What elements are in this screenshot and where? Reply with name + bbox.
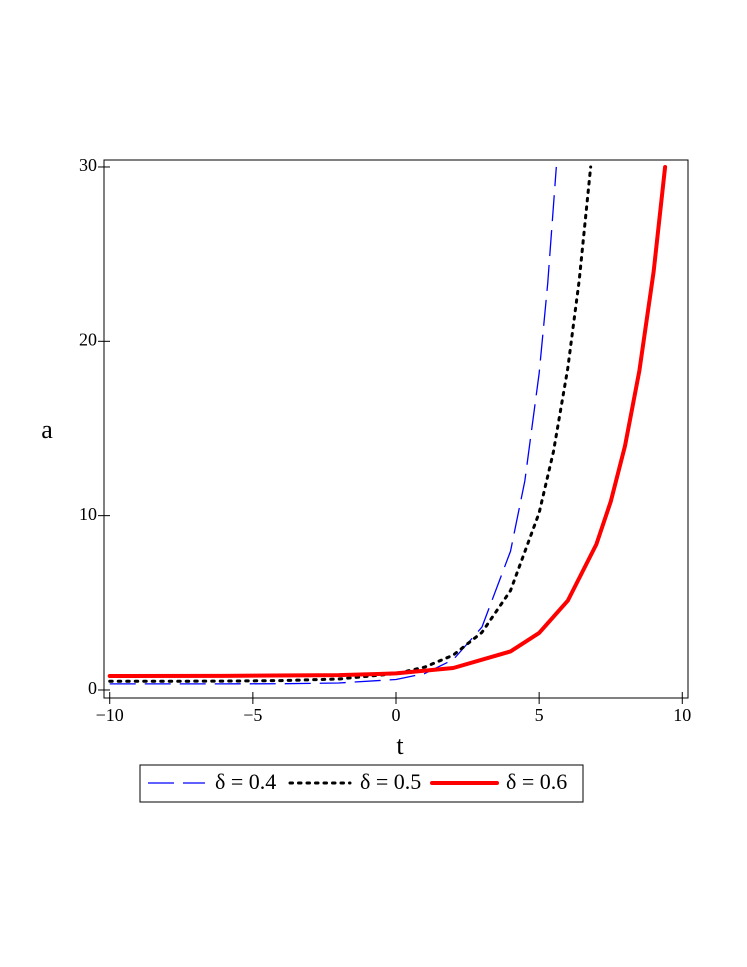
y-tick-label: 0 [88,678,97,698]
legend-label: δ = 0.4 [215,769,276,794]
y-tick-label: 20 [79,329,97,349]
curves [107,164,668,685]
y-tick-label: 30 [79,155,97,175]
curve [108,165,593,683]
x-axis-title: t [396,731,404,760]
x-tick-label: 0 [392,705,401,725]
legend-label: δ = 0.6 [506,769,567,794]
legend-label: δ = 0.5 [360,769,421,794]
y-tick-label: 10 [79,504,97,524]
curve [107,164,668,679]
legend-box [139,764,584,803]
x-tick-label: −10 [96,705,124,725]
x-tick-label: 10 [673,705,691,725]
x-tick-label: 5 [535,705,544,725]
curve [109,166,557,685]
plot-frame [103,159,689,699]
y-axis-title: a [41,415,53,444]
x-tick-label: −5 [243,705,262,725]
